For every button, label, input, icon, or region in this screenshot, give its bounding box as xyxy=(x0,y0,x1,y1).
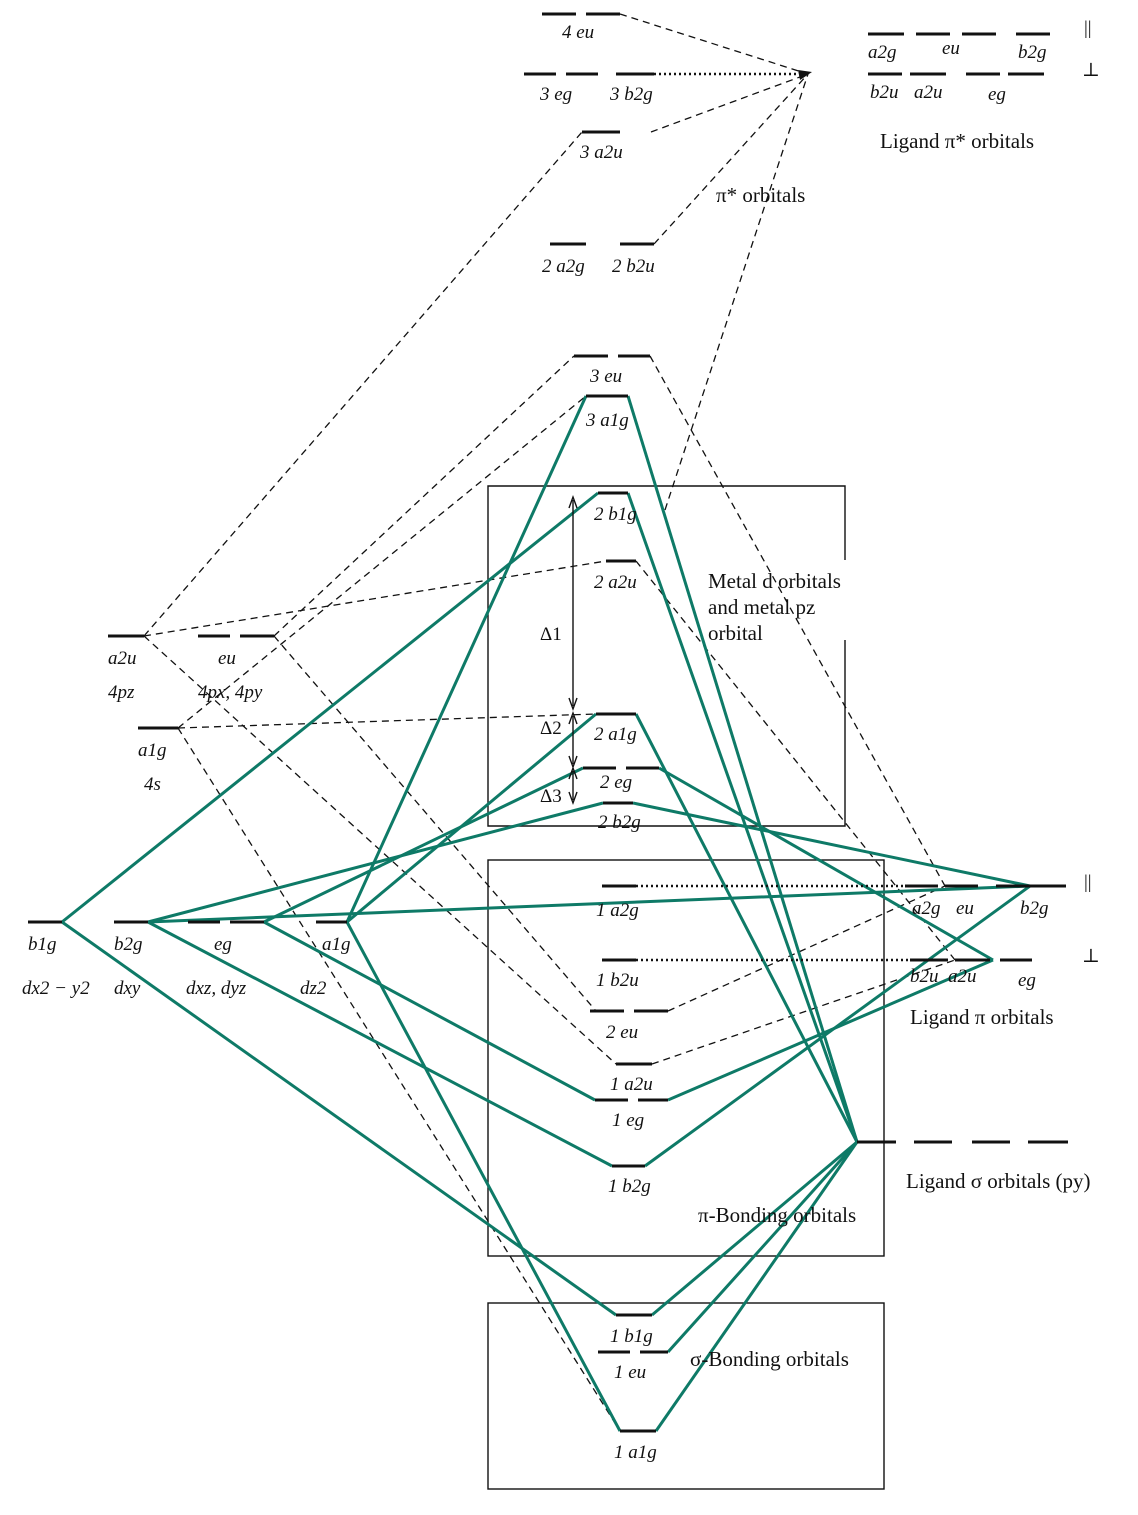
lig-pi-b2u-label: b2u xyxy=(910,966,939,987)
metal-a2u-label: a2u xyxy=(108,648,137,669)
perp-symbol-top: ⊥ xyxy=(1082,60,1100,81)
metal-caption-line3: orbital xyxy=(708,621,763,645)
lig-pi-a2g-label: a2g xyxy=(912,898,941,919)
mo-2b2u-label: 2 b2u xyxy=(612,256,655,277)
mo-3eg-label: 3 eg xyxy=(539,84,572,105)
energy-levels xyxy=(28,12,1068,1433)
sigma-bonding-caption: σ-Bonding orbitals xyxy=(690,1347,849,1371)
mo-2a2u-label: 2 a2u xyxy=(594,572,637,593)
pi-bonding-box xyxy=(487,859,885,1257)
mo-1a2u-label: 1 a2u xyxy=(610,1074,653,1095)
metal-caption-line2: and metal pz xyxy=(708,595,815,619)
delta2-label: Δ2 xyxy=(540,718,562,739)
metal-d-box xyxy=(487,485,846,827)
boxes xyxy=(487,485,885,1490)
mo-1b2g-label: 1 b2g xyxy=(608,1176,651,1197)
lig-pi-star-eg-label: eg xyxy=(988,84,1006,105)
dotted-lines xyxy=(636,72,910,962)
ligand-sigma-caption: Ligand σ orbitals (py) xyxy=(906,1169,1091,1193)
metal-a1g-d-label: a1g xyxy=(322,934,351,955)
mo-2a1g-label: 2 a1g xyxy=(594,724,637,745)
mo-2eg-label: 2 eg xyxy=(600,772,632,793)
mo-2b1g-label: 2 b1g xyxy=(594,504,637,525)
mo-1b1g-label: 1 b1g xyxy=(610,1326,653,1347)
metal-eg-label: eg xyxy=(214,934,232,955)
mo-3eu-label: 3 eu xyxy=(589,366,622,387)
mo-4eu-label: 4 eu xyxy=(562,22,594,43)
lig-pi-star-b2g-label: b2g xyxy=(1018,42,1047,63)
mo-1a2g-label: 1 a2g xyxy=(596,900,639,921)
ligand-pi-caption: Ligand π orbitals xyxy=(910,1005,1054,1029)
lig-pi-star-a2u-label: a2u xyxy=(914,82,943,103)
dashed-correlation-lines xyxy=(143,13,956,1432)
lig-pi-star-eu-label: eu xyxy=(942,38,960,59)
perp-symbol-lower: ⊥ xyxy=(1082,946,1100,967)
delta-arrows xyxy=(568,494,578,806)
mo-3a1g-label: 3 a1g xyxy=(585,410,629,431)
metal-4pz-label: 4pz xyxy=(108,682,135,703)
mo-3a2u-label: 3 a2u xyxy=(579,142,623,163)
mo-3b2g-label: 3 b2g xyxy=(609,84,653,105)
pi-star-arrowhead xyxy=(798,70,812,80)
mo-2b2g-label: 2 b2g xyxy=(598,812,641,833)
lig-pi-a2u-label: a2u xyxy=(948,966,977,987)
metal-dz2-label: dz2 xyxy=(300,978,327,999)
labels: a2g eu b2g b2u a2u eg || ⊥ Ligand π* orb… xyxy=(22,18,1100,1463)
mo-1a1g-label: 1 a1g xyxy=(614,1442,657,1463)
metal-4s-label: 4s xyxy=(144,774,161,795)
metal-dx2y2-label: dx2 − y2 xyxy=(22,978,90,999)
mo-2a2g-label: 2 a2g xyxy=(542,256,585,277)
metal-dxzdyz-label: dxz, dyz xyxy=(186,978,247,999)
lig-pi-b2g-label: b2g xyxy=(1020,898,1049,919)
delta1-label: Δ1 xyxy=(540,624,562,645)
metal-a1g-s-label: a1g xyxy=(138,740,167,761)
pi-star-caption: π* orbitals xyxy=(716,183,805,207)
metal-caption-line1: Metal d orbitals xyxy=(708,569,841,593)
ligand-pi-star-caption: Ligand π* orbitals xyxy=(880,129,1034,153)
mo-1eg-label: 1 eg xyxy=(612,1110,644,1131)
metal-4pxpy-label: 4px, 4py xyxy=(198,682,263,703)
metal-eu-label: eu xyxy=(218,648,236,669)
lig-pi-eg-label: eg xyxy=(1018,970,1036,991)
lig-pi-eu-label: eu xyxy=(956,898,974,919)
metal-b2g-label: b2g xyxy=(114,934,143,955)
mo-1eu-label: 1 eu xyxy=(614,1362,646,1383)
pi-bonding-caption: π-Bonding orbitals xyxy=(698,1203,856,1227)
sigma-bonding-box xyxy=(487,1302,885,1490)
parallel-symbol-top: || xyxy=(1084,18,1092,39)
lig-pi-star-a2g-label: a2g xyxy=(868,42,897,63)
metal-dxy-label: dxy xyxy=(114,978,141,999)
green-bonding-lines xyxy=(61,395,1031,1432)
mo-1b2u-label: 1 b2u xyxy=(596,970,639,991)
delta3-label: Δ3 xyxy=(540,786,562,807)
lig-pi-star-b2u-label: b2u xyxy=(870,82,899,103)
parallel-symbol-lower: || xyxy=(1084,872,1092,893)
mo-2eu-label: 2 eu xyxy=(606,1022,638,1043)
metal-b1g-label: b1g xyxy=(28,934,57,955)
